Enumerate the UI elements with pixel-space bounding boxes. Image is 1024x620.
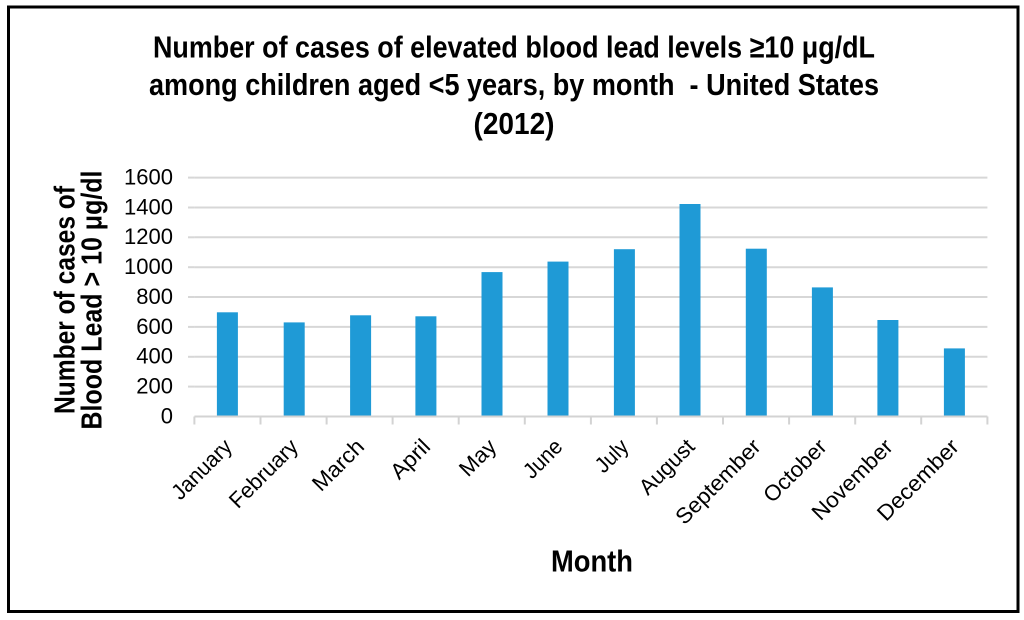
- svg-text:1000: 1000: [124, 254, 173, 279]
- svg-text:0: 0: [161, 403, 173, 428]
- svg-text:Blood Lead > 10 μg/dl: Blood Lead > 10 μg/dl: [77, 171, 109, 430]
- svg-text:400: 400: [136, 344, 173, 369]
- svg-text:Month: Month: [551, 544, 633, 579]
- svg-text:600: 600: [136, 314, 173, 339]
- svg-text:Number of cases of elevated bl: Number of cases of elevated blood lead l…: [153, 30, 875, 65]
- svg-text:among children aged <5 years,: among children aged <5 years, by month -…: [149, 67, 879, 102]
- svg-text:1200: 1200: [124, 224, 173, 249]
- svg-text:Number of cases of: Number of cases of: [49, 186, 81, 414]
- svg-text:1400: 1400: [124, 194, 173, 219]
- svg-text:1600: 1600: [124, 165, 173, 190]
- svg-text:(2012): (2012): [474, 106, 555, 141]
- svg-text:200: 200: [136, 374, 173, 399]
- svg-text:800: 800: [136, 284, 173, 309]
